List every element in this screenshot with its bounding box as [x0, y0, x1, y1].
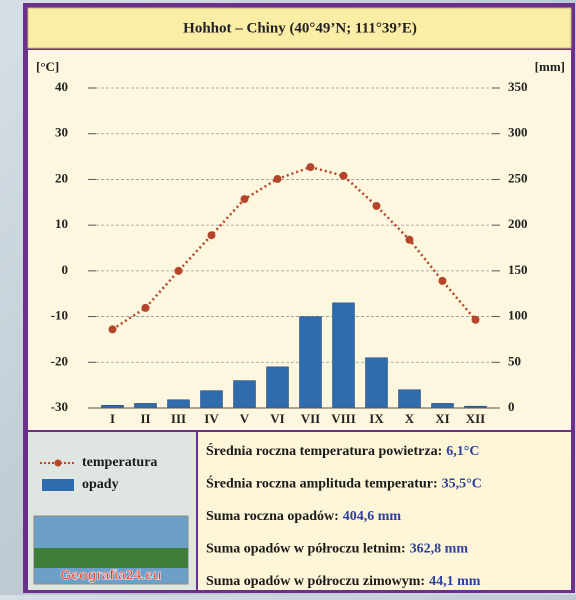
- x-tick-label: III: [171, 411, 186, 426]
- logo: Geografia24.eu: [33, 515, 189, 585]
- temperature-line: [111, 165, 477, 331]
- y2-tick-label: 300: [508, 125, 528, 140]
- y2-tick-label: 50: [508, 353, 521, 368]
- temperature-point: [405, 235, 414, 244]
- temperature-point: [240, 195, 249, 204]
- x-tick-label: XII: [466, 411, 486, 426]
- y2-tick-label: 0: [508, 399, 515, 414]
- bar: [431, 403, 454, 409]
- stat-value: 35,5°C: [442, 477, 482, 492]
- y-tick-label: 30: [55, 125, 68, 140]
- title-bar: [27, 7, 572, 49]
- stats-panel: [198, 432, 571, 590]
- bar: [134, 403, 157, 409]
- x-tick-label: IX: [369, 411, 384, 426]
- y2-tick-label: 100: [508, 308, 528, 323]
- y-tick-label: -20: [51, 353, 68, 368]
- y2-axis-label: [mm]: [535, 59, 565, 74]
- stat-label: Średnia roczna amplituda temperatur:: [206, 475, 438, 492]
- x-tick-label: VII: [301, 411, 321, 426]
- logo-land: [34, 548, 188, 568]
- bar: [233, 380, 256, 409]
- stat-label: Suma roczna opadów:: [206, 509, 339, 524]
- stat-line: Suma roczna opadów: 404,6 mm: [206, 509, 401, 524]
- x-tick-label: X: [405, 411, 415, 426]
- stat-value: 404,6 mm: [343, 509, 402, 524]
- stat-value: 6,1°C: [446, 444, 479, 459]
- x-tick-label: II: [140, 411, 150, 426]
- stat-value: 44,1 mm: [429, 574, 481, 589]
- bar: [200, 390, 223, 409]
- stat-label: Średnia roczna temperatura powietrza:: [206, 442, 442, 459]
- bar: [266, 366, 289, 409]
- x-tick-label: XI: [435, 411, 449, 426]
- x-tick-label: VIII: [331, 411, 356, 426]
- bar: [398, 389, 421, 409]
- stat-line: Suma opadów w półroczu zimowym: 44,1 mm: [206, 574, 481, 589]
- temperature-point: [306, 163, 315, 172]
- x-tick-label: VI: [270, 411, 284, 426]
- x-tick-label: IV: [204, 411, 219, 426]
- legend-label: temperatura: [82, 455, 157, 470]
- bar: [299, 316, 322, 409]
- temperature-point: [273, 174, 282, 183]
- bar: [365, 357, 388, 409]
- stat-label: Suma opadów w półroczu letnim:: [206, 542, 406, 557]
- stat-value: 362,8 mm: [410, 542, 469, 557]
- y2-tick-label: 200: [508, 216, 528, 231]
- bar: [332, 302, 355, 409]
- stat-line: Średnia roczna amplituda temperatur: 35,5…: [206, 475, 482, 492]
- stat-line: Suma opadów w półroczu letnim: 362,8 mm: [206, 542, 468, 557]
- y-tick-label: 10: [55, 216, 68, 231]
- temperature-point: [339, 171, 348, 180]
- y-tick-label: -10: [51, 308, 68, 323]
- temperature-point: [372, 201, 381, 210]
- y2-tick-label: 250: [508, 170, 528, 185]
- x-tick-label: I: [110, 411, 115, 426]
- legend-swatch: [42, 479, 74, 491]
- y-tick-label: 0: [62, 262, 69, 277]
- logo-text: Geografia24.eu: [60, 567, 161, 583]
- legend-dot: [54, 459, 62, 467]
- temperature-point: [108, 325, 117, 334]
- chart-title: Hohhot – Chiny (40°49’N; 111°39’E): [183, 20, 417, 36]
- x-tick-label: V: [240, 411, 250, 426]
- bar: [167, 399, 190, 409]
- y2-tick-label: 350: [508, 79, 528, 94]
- legend-label: opady: [82, 477, 119, 492]
- temperature-point: [141, 303, 150, 312]
- stat-label: Suma opadów w półroczu zimowym:: [206, 574, 425, 589]
- y-tick-label: -30: [51, 399, 68, 414]
- temperature-point: [207, 231, 216, 240]
- y2-tick-label: 150: [508, 262, 528, 277]
- temperature-point: [438, 276, 447, 285]
- y-axis-label: [°C]: [36, 59, 59, 74]
- y-tick-label: 20: [55, 170, 68, 185]
- y-tick-label: 40: [55, 79, 68, 94]
- temperature-point: [471, 315, 480, 324]
- temperature-point: [174, 266, 183, 275]
- stat-line: Średnia roczna temperatura powietrza: 6,1…: [206, 442, 479, 459]
